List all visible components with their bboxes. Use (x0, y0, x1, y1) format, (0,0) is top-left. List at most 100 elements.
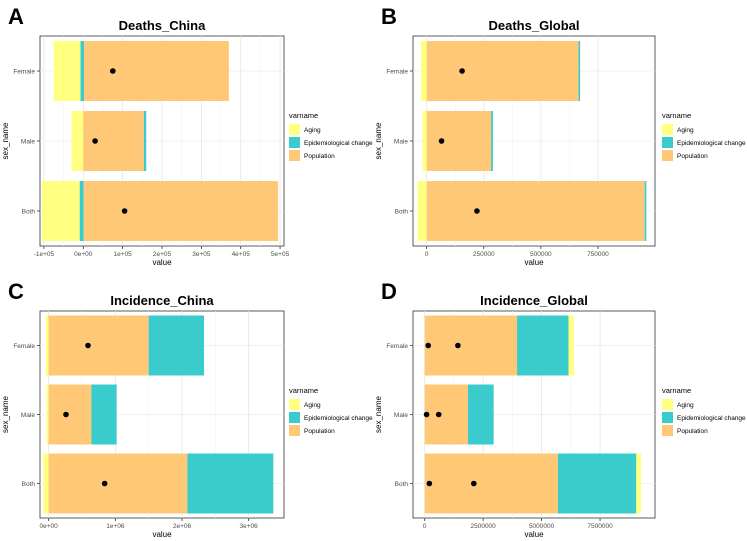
bar-aging-both (636, 453, 641, 514)
legend-swatch (289, 137, 300, 148)
xtick-label: 250000 (473, 251, 495, 258)
chart-title: Deaths_China (119, 18, 206, 33)
xtick-label: 7500000 (587, 523, 613, 530)
point-male (423, 411, 430, 418)
ytick-label: Both (22, 209, 36, 216)
legend: varname Aging Epidemiological change Popula… (289, 111, 373, 161)
xtick-label: 500000 (530, 251, 552, 258)
legend-swatch (289, 412, 300, 423)
xtick-label: 1e+06 (106, 523, 125, 530)
bar-epidemiological-change-female (578, 41, 581, 101)
legend-label: Epidemiological change (304, 415, 373, 422)
bar-aging-both (41, 181, 80, 241)
legend-label: Epidemiological change (304, 140, 373, 147)
x-axis-label: value (524, 258, 544, 267)
panel-label: A (8, 4, 24, 29)
panel-c: C Incidence_China Female Male Both 0e+00 1e+06… (1, 279, 373, 539)
legend-swatch (662, 137, 673, 148)
point-male (435, 411, 442, 418)
bar-population-both (426, 181, 645, 241)
legend-swatch (289, 124, 300, 135)
legend: varname Aging Epidemiological change Popula… (662, 386, 746, 436)
bar-epidemiological-change-both (79, 181, 84, 241)
point-male (63, 411, 69, 418)
ytick-label: Female (13, 69, 35, 76)
legend-label: Population (304, 428, 335, 435)
panel-b: B Deaths_Global Female Male Both 0 250000 50000… (374, 4, 746, 267)
legend-label: Aging (677, 127, 694, 134)
chart-title: Deaths_Global (488, 18, 579, 33)
point-female (85, 342, 91, 349)
legend-swatch (662, 399, 673, 410)
bar-aging-male (46, 384, 49, 445)
xtick-label: -1e+05 (34, 251, 55, 258)
point-both (426, 480, 433, 487)
legend-label: Aging (304, 402, 321, 409)
point-both (470, 480, 477, 487)
point-female (455, 342, 461, 349)
bar-population-male (48, 384, 92, 445)
legend-title: varname (289, 386, 318, 395)
legend-title: varname (662, 111, 691, 120)
legend-swatch (289, 150, 300, 161)
bar-population-female (424, 315, 518, 376)
bar-epidemiological-change-both (557, 453, 637, 514)
legend-swatch (662, 150, 673, 161)
panel-label: D (381, 279, 397, 304)
ytick-label: Both (395, 481, 409, 488)
point-both (121, 208, 128, 214)
legend-swatch (662, 425, 673, 436)
bar-epidemiological-change-female (80, 41, 85, 101)
legend-swatch (289, 425, 300, 436)
xtick-label: 5000000 (529, 523, 555, 530)
chart-title: Incidence_China (110, 293, 214, 308)
legend-title: varname (289, 111, 318, 120)
bar-aging-both (417, 181, 427, 241)
xtick-label: 4e+05 (232, 251, 251, 258)
bar-epidemiological-change-male (143, 111, 147, 171)
bar-population-female (48, 315, 149, 376)
panel-a: A Deaths_China Female Male Both -1e+05 0e+00 1e… (1, 4, 373, 267)
legend: varname Aging Epidemiological change Popula… (289, 386, 373, 436)
legend-label: Population (677, 428, 708, 435)
bar-population-male (426, 111, 492, 171)
bar-population-female (426, 41, 579, 101)
bar-epidemiological-change-male (91, 384, 117, 445)
bar-aging-female (568, 315, 574, 376)
point-female (110, 68, 116, 74)
bar-aging-both (43, 453, 49, 514)
bar-epidemiological-change-female (148, 315, 204, 376)
bar-epidemiological-change-both (187, 453, 274, 514)
panel-label: B (381, 4, 397, 29)
legend: varname Aging Epidemiological change Popula… (662, 111, 746, 161)
bar-epidemiological-change-male (491, 111, 493, 171)
xtick-label: 0e+00 (40, 523, 59, 530)
bar-population-both (83, 181, 279, 241)
bar-population-both (48, 453, 188, 514)
point-both (101, 480, 108, 487)
xtick-label: 2500000 (470, 523, 496, 530)
bar-aging-female (53, 41, 81, 101)
xtick-label: 3e+05 (192, 251, 211, 258)
bar-epidemiological-change-both (644, 181, 647, 241)
xtick-label: 0 (423, 523, 427, 530)
xtick-label: 0 (425, 251, 429, 258)
bar-epidemiological-change-male (467, 384, 494, 445)
legend-title: varname (662, 386, 691, 395)
legend-label: Population (677, 153, 708, 160)
xtick-label: 2e+06 (173, 523, 192, 530)
ytick-label: Male (21, 412, 35, 419)
ytick-label: Female (386, 343, 408, 350)
y-axis-label: sex_name (374, 122, 383, 159)
panel-d: D Incidence_Global Female Male Both 0 2500000 5… (374, 279, 746, 539)
bar-aging-male (71, 111, 84, 171)
legend-label: Population (304, 153, 335, 160)
bar-population-male (424, 384, 468, 445)
x-axis-label: value (524, 530, 544, 539)
point-female (425, 342, 431, 349)
y-axis-label: sex_name (374, 396, 383, 433)
x-axis-label: value (152, 530, 172, 539)
xtick-label: 3e+06 (240, 523, 259, 530)
ytick-label: Male (394, 139, 408, 146)
y-axis-label: sex_name (1, 396, 10, 433)
